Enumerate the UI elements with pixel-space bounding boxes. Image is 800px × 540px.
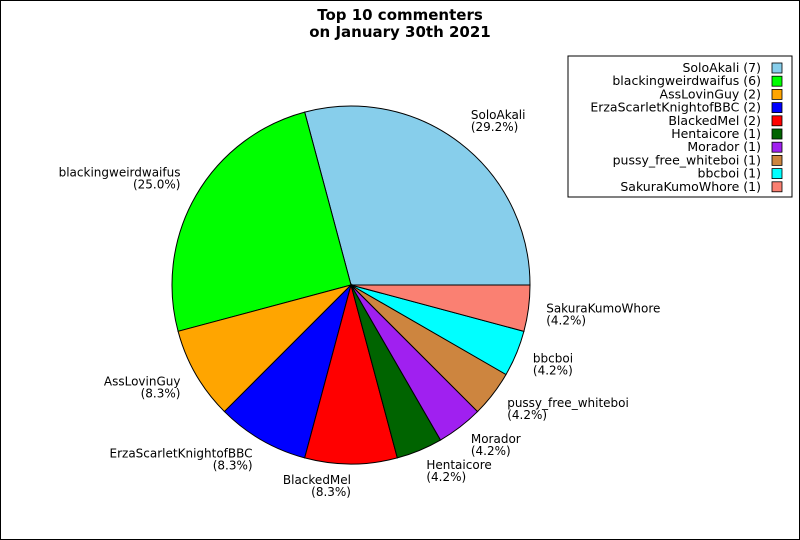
legend-swatch-pussy-free-whiteboi [771,154,783,166]
pie-slices [171,105,531,465]
legend: SoloAkali (7)blackingweirdwaifus (6)AssL… [567,55,793,198]
slice-percent-sakurakumowhore: (4.2%) [546,314,586,328]
legend-label-hentaicore: Hentaicore (1) [671,126,761,141]
slice-percent-morador: (4.2%) [471,444,511,458]
legend-label-soloakali: SoloAkali (7) [682,60,761,75]
legend-label-blackingweirdwaifus: blackingweirdwaifus (6) [612,73,761,88]
legend-label-blackedmel: BlackedMel (2) [668,113,761,128]
legend-swatch-asslovinguy [771,89,783,100]
slice-percent-pussy-free-whiteboi: (4.2%) [507,408,547,422]
slice-label-soloakali: SoloAkali [471,108,526,122]
chart-title-line-1: Top 10 commenters [317,6,483,24]
legend-swatch-bbcboi [771,168,783,180]
legend-swatch-morador [771,141,783,153]
slice-label-blackedmel: BlackedMel [283,473,351,487]
legend-swatch-hentaicore [771,128,783,140]
slice-percent-bbcboi: (4.2%) [533,363,573,377]
legend-label-erzascarletknightofbbc: ErzaScarletKnightofBBC (2) [590,100,761,115]
pie-labels: SoloAkali(29.2%) blackingweirdwaifus(25.0… [59,108,661,499]
slice-label-morador: Morador [471,432,521,446]
legend-swatch-erzascarletknightofbbc [771,102,783,113]
legend-label-morador: Morador (1) [687,139,761,154]
pie-slice-soloakali [304,105,531,286]
slice-label-erzascarletknightofbbc: ErzaScarletKnightofBBC [110,447,253,461]
slice-percent-erzascarletknightofbbc: (8.3%) [213,459,253,473]
slice-label-hentaicore: Hentaicore [426,458,491,472]
legend-label-bbcboi: bbcboi (1) [698,166,761,181]
slice-percent-hentaicore: (4.2%) [426,470,466,484]
pie-slice-erzascarletknightofbbc [223,283,352,459]
legend-swatch-sakurakumowhore [771,181,783,193]
slice-label-bbcboi: bbcboi [533,351,573,365]
legend-label-pussy-free-whiteboi: pussy_free_whiteboi (1) [613,152,761,167]
legend-box [567,55,793,198]
slice-percent-asslovinguy: (8.3%) [141,386,181,400]
legend-swatch-soloakali [771,62,783,74]
legend-label-sakurakumowhore: SakuraKumoWhore (1) [620,179,761,194]
slice-label-asslovinguy: AssLovinGuy [104,374,181,388]
legend-label-asslovinguy: AssLovinGuy (2) [660,86,761,101]
pie-slice-blackingweirdwaifus [171,111,352,332]
pie-slice-sakurakumowhore [350,284,531,332]
slice-label-pussy-free-whiteboi: pussy_free_whiteboi [507,396,629,410]
chart-title-line-2: on January 30th 2021 [309,23,490,41]
slice-label-sakurakumowhore: SakuraKumoWhore [546,302,660,316]
legend-swatch-blackedmel [771,115,783,127]
slice-label-blackingweirdwaifus: blackingweirdwaifus [59,166,181,180]
pie-slice-asslovinguy [177,284,353,413]
pie-slice-blackedmel [304,283,398,465]
slice-percent-soloakali: (29.2%) [471,120,518,134]
slice-percent-blackingweirdwaifus: (25.0%) [133,178,180,192]
legend-swatch-blackingweirdwaifus [771,75,783,87]
slice-percent-blackedmel: (8.3%) [311,485,351,499]
